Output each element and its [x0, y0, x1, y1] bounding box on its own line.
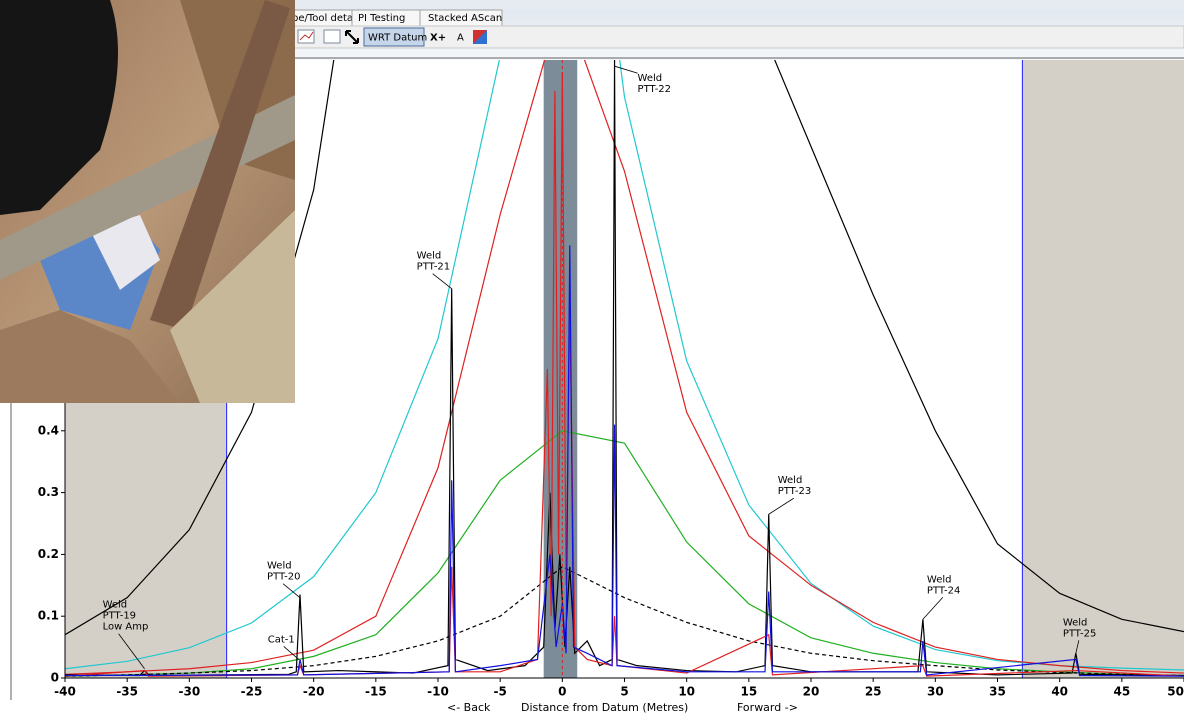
- x-tick-label: 45: [1113, 685, 1130, 699]
- annotation-text: PTT-19: [103, 611, 137, 622]
- x-tick-label: -25: [241, 685, 263, 699]
- y-tick-label: 0.1: [38, 609, 59, 623]
- x-tick-label: -35: [116, 685, 138, 699]
- pole: [150, 0, 290, 330]
- tab-label: pe/Tool details: [292, 13, 364, 24]
- trace: [65, 245, 1184, 677]
- annotation-text: Cat-1: [268, 634, 295, 645]
- tab-bar: pe/Tool details PI Testing Stacked AScan: [287, 9, 503, 27]
- x-tick-label: -20: [303, 685, 325, 699]
- x-axis-label: Distance from Datum (Metres): [521, 701, 688, 714]
- button-label[interactable]: X+: [430, 33, 446, 44]
- pipe: [0, 0, 118, 215]
- x-axis-label-right: Forward ->: [737, 701, 798, 714]
- annotation-text: PTT-24: [927, 585, 961, 596]
- x-tick-label: -30: [178, 685, 200, 699]
- annotation-text: Weld: [778, 475, 803, 486]
- annotation-leader: [432, 273, 452, 289]
- x-tick-label: 10: [678, 685, 695, 699]
- tab-label: PI Testing: [358, 13, 405, 24]
- x-tick-label: 20: [803, 685, 820, 699]
- outside-gate: [1022, 60, 1184, 678]
- x-tick-label: 5: [620, 685, 628, 699]
- y-tick-label: 0.3: [38, 485, 59, 499]
- annotation-leader: [922, 597, 944, 620]
- datum-button[interactable]: [363, 27, 425, 47]
- title-strip: [0, 0, 1184, 10]
- annotation-text: Weld: [417, 251, 442, 262]
- y-tick-label: 0: [51, 671, 59, 685]
- trace: [65, 566, 1184, 677]
- annotation-leader: [282, 583, 301, 598]
- annotation-text: PTT-23: [778, 486, 812, 497]
- annotation-text: Weld: [103, 600, 128, 611]
- x-tick-label: 25: [865, 685, 882, 699]
- annotation-leader: [614, 65, 638, 74]
- annotation-text: Weld: [1063, 617, 1088, 628]
- toolbar: WRT Datum X+ A: [287, 25, 1184, 49]
- traces: [65, 60, 1184, 677]
- x-tick-label: 0: [558, 685, 566, 699]
- x-tick-label: 15: [740, 685, 757, 699]
- x-tick-label: -40: [54, 685, 76, 699]
- annotation-text: PTT-25: [1063, 628, 1097, 639]
- x-tick-label: 50: [1167, 685, 1184, 699]
- photo: [0, 0, 295, 403]
- trace: [65, 430, 1184, 677]
- tab-label: Stacked AScan: [428, 13, 502, 24]
- annotation-text: PTT-21: [417, 262, 451, 273]
- color-icon-part: [473, 30, 487, 44]
- annotation-text: Weld: [267, 561, 292, 572]
- annotation-leader: [118, 633, 145, 669]
- trace: [65, 60, 1184, 671]
- annotation-text: PTT-20: [267, 572, 301, 583]
- icon-glyph: [299, 31, 314, 41]
- annotation-text: Low Amp: [103, 622, 149, 633]
- x-tick-label: 30: [927, 685, 944, 699]
- trace: [65, 60, 1184, 636]
- y-tick-label: 0.2: [38, 547, 59, 561]
- x-tick-label: -15: [365, 685, 387, 699]
- ground: [0, 310, 180, 403]
- x-tick-label: -5: [493, 685, 506, 699]
- button-label[interactable]: A: [457, 33, 464, 44]
- annotation-leader: [283, 646, 300, 660]
- annotation-leader: [1075, 640, 1080, 654]
- annotation-leader: [768, 497, 794, 515]
- x-axis-label-left: <- Back: [447, 701, 491, 714]
- trace: [65, 60, 1184, 675]
- button-label: WRT Datum: [368, 33, 427, 44]
- annotation-text: Weld: [638, 73, 663, 84]
- image-icon[interactable]: [323, 29, 341, 44]
- annotation-text: PTT-22: [638, 84, 672, 95]
- chart-icon[interactable]: [297, 29, 315, 44]
- trace: [65, 60, 1184, 677]
- x-tick-label: 40: [1051, 685, 1068, 699]
- bag: [90, 215, 160, 290]
- x-tick-label: -10: [427, 685, 449, 699]
- resize-icon[interactable]: [345, 30, 359, 44]
- y-tick-label: 0.4: [38, 423, 59, 437]
- annotation-text: Weld: [927, 574, 952, 585]
- bamboo: [170, 210, 295, 403]
- x-tick-label: 35: [989, 685, 1006, 699]
